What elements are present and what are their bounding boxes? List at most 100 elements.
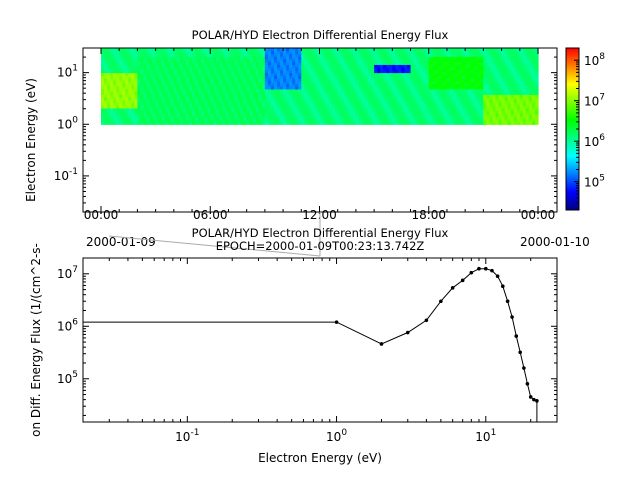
spectrogram-cell [283,107,287,112]
spectrogram-cell [425,110,430,114]
spectrogram-cell [492,118,497,123]
spectrogram-cell [371,86,375,90]
spectrogram-cell [468,58,472,63]
spectrogram-cell [289,113,293,117]
spectrogram-cell [104,77,108,82]
spectrogram-cell [210,113,214,117]
spectrogram-cell [264,77,269,82]
spectrogram-cell [255,118,260,123]
spectrogram-cell [119,91,123,95]
spectrogram-cell [110,113,114,117]
spectrogram-cell [137,116,142,120]
spectrogram-cell [331,69,336,74]
spectrogram-cell [534,48,539,52]
spectrogram-cell [258,75,263,79]
spectrogram-cell [465,58,469,63]
spectrogram-cell [462,72,466,76]
spectrogram-cell [489,64,494,68]
spectrogram-cell [331,118,336,123]
spectrogram-cell [231,113,236,117]
spectrogram-cell [462,67,466,71]
spectrogram-cell [249,80,254,85]
spectrogram-cell [173,105,178,109]
spectrogram-cell [401,53,406,57]
spectrogram-cell [219,48,223,52]
spectrogram-cell [486,88,491,93]
spectrogram-cell [443,72,448,76]
spectrogram-cell [377,116,381,120]
spectrogram-cell [380,83,384,87]
spectrogram-cell [346,118,351,123]
spectrogram-cell [131,67,135,71]
spectrogram-cell [240,50,245,55]
spectrogram-cell [492,110,497,114]
spectrogram-cell [216,121,220,125]
spectrogram-cell [513,53,518,57]
spectrogram-cell [252,69,257,74]
spectrogram-cell [246,58,251,63]
spectrogram-cell [322,105,327,109]
spectrogram-cell [337,83,342,87]
spectrogram-cell [116,80,120,85]
spectrogram-cell [428,75,433,79]
spectrogram-cell [404,67,409,71]
spectrogram-cell [185,75,190,79]
spectrogram-cell [449,107,454,112]
spectrogram-cell [185,61,190,65]
spectrogram-cell [295,99,299,104]
spectrogram-cell [419,118,424,123]
spectrogram-cell [425,69,430,74]
spectrogram-cell [255,67,260,71]
spectrogram-cell [170,113,175,117]
spectrogram-cell [462,75,466,79]
spectrogram-cell [289,118,293,123]
spectrogram-cell [252,118,257,123]
spectrogram-cell [249,56,254,60]
spectrogram-cell [513,77,518,82]
spectrogram-cell [337,116,342,120]
spectrogram-cell [213,69,217,74]
spectrogram-cell [331,102,336,106]
spectrogram-cell [337,67,342,71]
spectrogram-cell [416,102,421,106]
spectrogram-cell [440,56,445,60]
spectrogram-cell [498,105,503,109]
spectrogram-cell [407,99,412,104]
spectrogram-cell [462,107,466,112]
spectrogram-cell [510,113,515,117]
spectrogram-cell [316,97,321,101]
spectrogram-cell [477,97,481,101]
spectrogram-cell [277,102,281,106]
spectrogram-cell [304,97,308,101]
spectrogram-cell [189,77,193,82]
spectrogram-cell [243,118,248,123]
spectrogram-cell [446,69,451,74]
spectrogram-cell [495,83,500,87]
spectrogram-cell [407,77,412,82]
spectrogram-cell [477,67,481,71]
spectrogram-cell [343,107,348,112]
spectrogram-cell [283,88,287,93]
spectrogram-cell [185,77,190,82]
spectrogram-cell [522,118,527,123]
spectrogram-cell [480,69,484,74]
spectrogram-cell [116,75,120,79]
spectrogram-cell [534,61,539,65]
spectrogram-cell [113,80,117,85]
spectrogram-cell [101,110,105,114]
spectrogram-cell [283,67,287,71]
spectrogram-cell [119,86,123,90]
spectrogram-cell [443,91,448,95]
spectrogram-cell [322,77,327,82]
spectrogram-cell [176,118,181,123]
spectrogram-cell [243,61,248,65]
spectrogram-cell [483,53,488,57]
spectrogram-cell [516,48,521,52]
spectrogram-cell [377,97,381,101]
spectrogram-cell [453,99,457,104]
spectrogram-cell [161,121,166,125]
spectrogram-cell [486,77,491,82]
spectrogram-cell [349,83,354,87]
spectrogram-cell [528,99,533,104]
